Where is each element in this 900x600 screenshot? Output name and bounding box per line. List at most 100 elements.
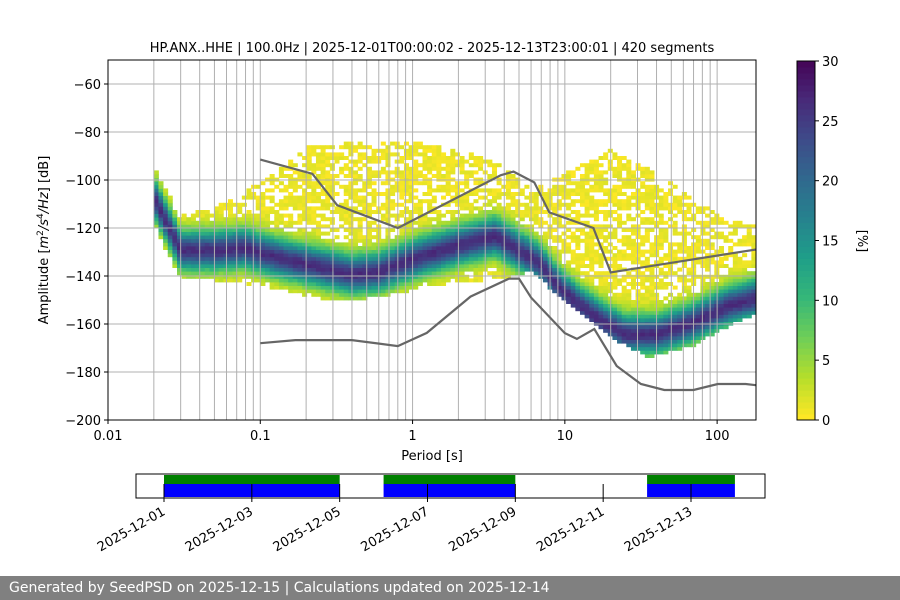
heatmap-cell — [626, 303, 632, 308]
heatmap-cell — [302, 156, 308, 160]
heatmap-cell — [371, 249, 377, 254]
heatmap-cell — [427, 220, 433, 225]
heatmap-cell — [454, 242, 460, 247]
heatmap-cell — [260, 213, 266, 218]
heatmap-cell — [260, 228, 266, 232]
heatmap-cell — [153, 210, 159, 214]
heatmap-cell — [385, 202, 391, 207]
heatmap-cell — [644, 289, 650, 294]
heatmap-cell — [658, 228, 664, 232]
heatmap-cell — [269, 174, 275, 178]
heatmap-cell — [570, 249, 576, 254]
colorbar-segment — [797, 360, 815, 367]
heatmap-cell — [255, 199, 261, 204]
heatmap-cell — [579, 163, 586, 168]
heatmap-cell — [663, 195, 669, 200]
heatmap-cell — [478, 267, 484, 272]
heatmap-cell — [658, 206, 664, 211]
heatmap-cell — [681, 314, 687, 319]
heatmap-cell — [742, 296, 748, 301]
heatmap-cell — [533, 199, 539, 204]
heatmap-cell — [246, 282, 252, 286]
heatmap-cell — [334, 159, 340, 164]
heatmap-cell — [649, 174, 655, 178]
heatmap-cell — [695, 242, 701, 247]
heatmap-cell — [672, 325, 678, 330]
heatmap-cell — [241, 220, 247, 225]
heatmap-cell — [214, 231, 220, 236]
heatmap-cell — [227, 202, 233, 207]
heatmap-cell — [283, 285, 289, 290]
heatmap-cell — [728, 314, 734, 319]
heatmap-cell — [751, 242, 757, 247]
heatmap-cell — [422, 192, 428, 196]
heatmap-cell — [283, 264, 289, 268]
heatmap-cell — [751, 253, 757, 258]
heatmap-cell — [214, 278, 220, 283]
heatmap-cell — [473, 159, 479, 164]
heatmap-cell — [575, 238, 581, 243]
heatmap-cell — [362, 285, 368, 290]
heatmap-cell — [505, 228, 511, 232]
heatmap-cell — [190, 231, 196, 236]
heatmap-cell — [255, 213, 261, 218]
heatmap-cell — [705, 213, 711, 218]
heatmap-cell — [464, 256, 470, 261]
colorbar-segment — [797, 144, 815, 152]
heatmap-cell — [320, 188, 326, 193]
heatmap-cell — [371, 278, 377, 283]
heatmap-cell — [288, 282, 294, 286]
heatmap-cell — [640, 282, 646, 286]
heatmap-cell — [227, 238, 233, 243]
heatmap-cell — [700, 285, 706, 290]
heatmap-cell — [265, 264, 271, 268]
heatmap-cell — [362, 242, 368, 247]
heatmap-cell — [380, 238, 386, 243]
heatmap-cell — [177, 235, 183, 240]
heatmap-cell — [366, 256, 372, 261]
heatmap-cell — [163, 202, 169, 207]
heatmap-cell — [422, 174, 428, 178]
heatmap-cell — [681, 325, 687, 330]
heatmap-cell — [343, 256, 349, 261]
heatmap-cell — [413, 220, 419, 225]
heatmap-cell — [579, 202, 586, 207]
heatmap-cell — [635, 310, 641, 315]
heatmap-cell — [320, 199, 326, 204]
heatmap-cell — [593, 260, 599, 265]
heatmap-cell — [635, 296, 641, 301]
heatmap-cell — [153, 217, 159, 222]
heatmap-cell — [292, 249, 298, 254]
heatmap-cell — [556, 217, 562, 222]
heatmap-cell — [292, 184, 298, 189]
heatmap-cell — [718, 264, 724, 268]
heatmap-cell — [746, 285, 752, 290]
heatmap-cell — [218, 249, 224, 254]
heatmap-cell — [306, 278, 312, 283]
heatmap-cell — [593, 296, 599, 301]
heatmap-cell — [320, 156, 326, 160]
heatmap-cell — [617, 307, 623, 312]
heatmap-cell — [612, 210, 618, 214]
heatmap-cell — [677, 339, 683, 344]
heatmap-cell — [630, 328, 636, 333]
heatmap-cell — [621, 325, 627, 330]
heatmap-cell — [445, 267, 451, 272]
heatmap-cell — [274, 246, 280, 250]
heatmap-cell — [640, 181, 646, 186]
heatmap-cell — [227, 199, 233, 204]
heatmap-cell — [353, 148, 359, 153]
heatmap-cell — [644, 249, 650, 254]
heatmap-cell — [644, 228, 650, 232]
heatmap-cell — [635, 188, 641, 193]
heatmap-cell — [561, 282, 567, 286]
heatmap-cell — [663, 314, 669, 319]
heatmap-cell — [575, 260, 581, 265]
heatmap-cell — [621, 339, 627, 344]
heatmap-cell — [366, 253, 372, 258]
heatmap-cell — [649, 184, 655, 189]
heatmap-cell — [570, 271, 576, 276]
heatmap-cell — [200, 220, 206, 225]
timeline-tick-label: 2025-12-11 — [534, 504, 607, 555]
heatmap-cell — [589, 213, 595, 218]
